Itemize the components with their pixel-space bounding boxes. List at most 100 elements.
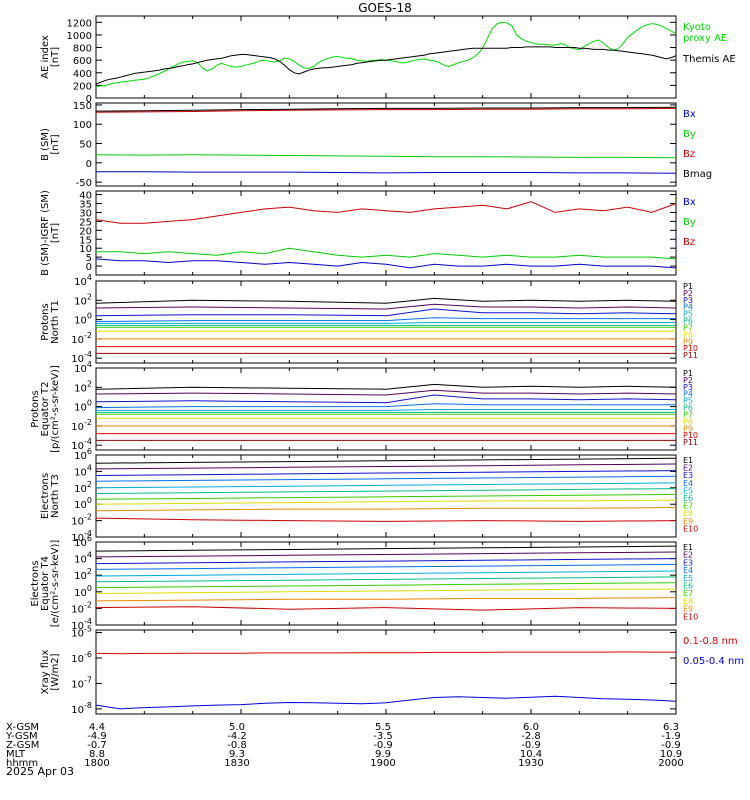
series-line-3: [95, 394, 677, 404]
y-tick-label: 30: [79, 208, 92, 219]
legend-label: By: [683, 217, 696, 228]
legend-label: E3: [683, 558, 693, 567]
y-axis-label: [nT]: [50, 47, 61, 67]
y-tick-label: 104: [74, 551, 92, 566]
y-axis-label: B (SM)-IGRF (SM): [40, 190, 51, 276]
chart-title: GOES-18: [358, 1, 412, 15]
legend-label: E7: [683, 502, 693, 511]
footer-row-label: MLT: [6, 749, 26, 760]
legend-label: P3: [683, 383, 693, 392]
y-tick-label: 150: [73, 101, 92, 112]
y-tick-label: 25: [79, 217, 92, 228]
y-tick-label: 35: [79, 200, 92, 211]
footer-value: -0.9: [373, 740, 393, 751]
series-line-3: [95, 558, 677, 565]
legend-label: P11: [683, 438, 698, 447]
y-tick-label: 200: [73, 81, 92, 92]
legend-label: P11: [683, 351, 698, 360]
series-line-1: [96, 171, 677, 174]
series-line-4: [95, 563, 677, 570]
y-tick-label: 100: [73, 120, 92, 131]
date-label: 2025 Apr 03: [6, 765, 74, 778]
y-tick-label: 102: [74, 292, 92, 307]
y-tick-label: 50: [79, 140, 92, 151]
series-line-1: [95, 651, 676, 655]
series-line-5: [95, 482, 677, 489]
series-line-4: [95, 403, 676, 409]
series-line-10: [95, 517, 677, 522]
series-line-9: [95, 507, 677, 512]
series-line-2: [95, 389, 677, 396]
y-axis-label: Protons: [40, 303, 51, 340]
panel-2: -50 0 50 100 150 B (SM) [nT] Bx By Bz Bmag: [40, 101, 712, 189]
legend-label: E1: [683, 456, 693, 465]
legend-label: P5: [683, 397, 693, 406]
y-tick-label: 10-6: [71, 650, 92, 665]
y-tick-label: 10-2: [71, 331, 92, 346]
footer-value: -0.9: [661, 740, 681, 751]
footer-value: 1900: [370, 758, 395, 769]
y-axis-label: [nT]: [50, 134, 61, 154]
y-tick-label: 10-7: [71, 675, 92, 690]
y-tick-label: 100: [74, 312, 92, 327]
y-tick-label: 0: [86, 94, 92, 105]
series-line-2: [95, 463, 677, 470]
legend-label: P7: [683, 324, 693, 333]
footer-value: 9.3: [229, 749, 245, 760]
legend-label: P4: [683, 390, 693, 399]
series-line-2: [96, 247, 677, 260]
y-tick-label: 100: [74, 584, 92, 599]
y-tick-label: 0: [86, 262, 92, 273]
series-line-7: [95, 582, 677, 589]
y-tick-label: 40: [79, 191, 92, 202]
legend-label: P6: [683, 404, 693, 413]
series-line-1: [95, 383, 677, 390]
series-line-6: [95, 576, 677, 583]
y-tick-label: 1200: [67, 18, 92, 29]
legend-label: P6: [683, 317, 693, 326]
y-axis-label: [nT]: [50, 223, 61, 243]
panel-frame: [95, 629, 677, 715]
footer-value: -0.9: [521, 740, 541, 751]
legend-label: Bmag: [683, 169, 712, 180]
footer-value: 10.4: [520, 749, 542, 760]
y-tick-label: 10-2: [71, 600, 92, 615]
panel-frame: [95, 102, 677, 187]
footer-row-label: Z-GSM: [6, 740, 39, 751]
footer-value: -3.5: [373, 731, 393, 742]
legend-label: 0.1-0.8 nm: [683, 636, 738, 647]
series-line-4: [95, 475, 677, 482]
legend-label: P2: [683, 289, 693, 298]
y-tick-label: 400: [73, 69, 92, 80]
y-tick-label: 10-8: [71, 701, 92, 716]
legend-label: E10: [683, 612, 698, 621]
y-axis-label: [W/m2]: [50, 653, 61, 690]
legend-label: E8: [683, 597, 693, 606]
y-tick-label: 10: [79, 244, 92, 255]
series-line-3: [95, 308, 677, 317]
footer-value: 10.9: [660, 749, 682, 760]
y-axis-label: B (SM): [40, 128, 51, 161]
series-line-9: [95, 597, 677, 602]
footer-value: 1800: [84, 758, 109, 769]
series-line-2: [95, 46, 677, 85]
y-tick-label: 104: [74, 463, 92, 478]
y-axis-label: AE index: [40, 35, 51, 79]
y-axis-label: Electrons: [40, 473, 51, 519]
legend-label: P9: [683, 424, 693, 433]
legend-label: P9: [683, 337, 693, 346]
series-line-6: [95, 488, 677, 494]
y-axis-label: Electrons: [30, 560, 41, 606]
footer-value: 6.3: [663, 722, 679, 733]
legend-label: P8: [683, 417, 693, 426]
y-tick-label: 5: [86, 253, 92, 264]
y-axis-label: North T1: [50, 300, 61, 344]
y-tick-label: 102: [74, 379, 92, 394]
legend-label: P3: [683, 296, 693, 305]
y-tick-label: 100: [74, 496, 92, 511]
